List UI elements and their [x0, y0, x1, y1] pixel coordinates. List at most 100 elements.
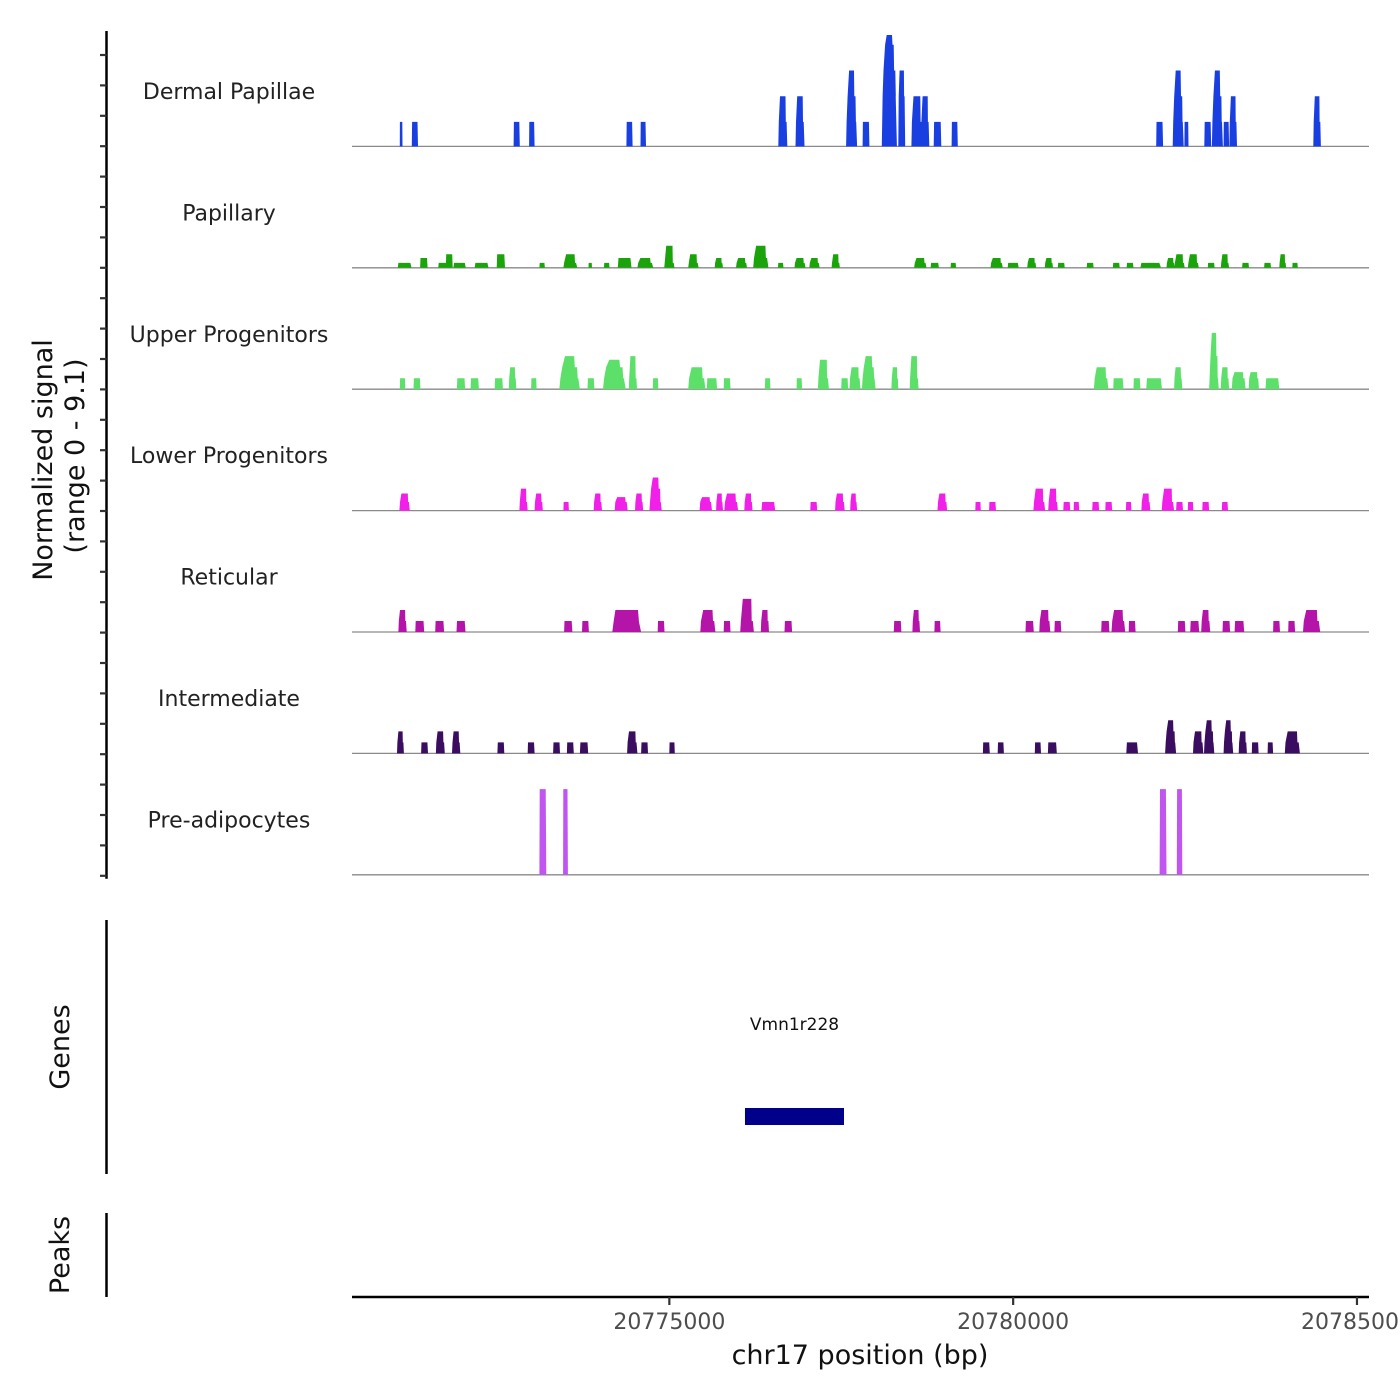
signal-peak: [669, 742, 675, 754]
track-label: Pre-adipocytes: [148, 808, 311, 833]
signal-peak: [849, 367, 861, 390]
track-reticular: [352, 598, 1369, 633]
signal-peak: [564, 621, 573, 632]
signal-peak: [411, 121, 418, 147]
signal-peak: [539, 262, 545, 268]
signal-peak: [420, 258, 428, 268]
x-tick-label: 20785000: [1301, 1310, 1400, 1335]
signal-peak: [1113, 378, 1124, 390]
signal-peak: [700, 610, 716, 632]
signal-peak: [614, 497, 628, 511]
signal-peak: [553, 742, 560, 754]
signal-peak: [1166, 258, 1175, 268]
gene-label: Vmn1r228: [750, 1015, 839, 1035]
signal-peak: [1133, 378, 1141, 390]
signal-peak: [508, 367, 517, 390]
signal-peak: [831, 254, 840, 268]
signal-peak: [1193, 731, 1204, 754]
x-tick-label: 20780000: [957, 1310, 1069, 1335]
signal-peak: [1242, 262, 1249, 268]
signal-peak: [1063, 502, 1071, 511]
signal-peak: [723, 378, 731, 390]
track-labels: Dermal Papillae Papillary Upper Progenitor…: [130, 80, 329, 833]
gene-strand-arrow-icon: [745, 1113, 750, 1120]
signal-peak: [1251, 742, 1259, 754]
signal-peak: [1092, 502, 1100, 511]
signal-peak: [513, 121, 520, 147]
signal-peak: [975, 502, 981, 511]
signal-peak: [841, 378, 849, 390]
signal-peak: [1231, 372, 1246, 390]
signal-peak: [1273, 621, 1280, 632]
signal-peak: [1174, 367, 1183, 390]
signal-peak: [1292, 262, 1298, 268]
signal-peak: [795, 96, 805, 147]
signal-peak: [1033, 488, 1046, 511]
track-pre-adipocytes: [352, 789, 1369, 876]
x-tick-label: 20775000: [613, 1310, 725, 1335]
signal-peak: [1220, 367, 1230, 390]
signal-peak: [736, 258, 747, 268]
signal-peak: [1086, 262, 1094, 268]
signal-peak: [1288, 621, 1296, 632]
signal-peak: [914, 258, 927, 268]
signal-peak: [921, 96, 930, 147]
signal-peak: [529, 121, 535, 147]
signal-peak: [846, 70, 858, 147]
signal-peak: [456, 378, 466, 390]
signal-peak: [1211, 70, 1223, 147]
signal-peak: [612, 610, 642, 632]
signal-peak: [1204, 720, 1215, 754]
signal-peak: [435, 621, 445, 632]
signal-peak: [640, 121, 646, 147]
signal-peak: [563, 789, 568, 875]
signal-peak: [909, 356, 919, 390]
signal-peak: [1057, 262, 1065, 268]
signal-peak: [1221, 502, 1228, 511]
signal-peak: [1161, 488, 1175, 511]
signal-peak: [438, 262, 447, 268]
track-label: Upper Progenitors: [130, 323, 329, 348]
signal-peak: [740, 598, 754, 632]
signal-peak: [706, 378, 718, 390]
y-axis-title-line2: (range 0 - 9.1): [60, 358, 91, 553]
signal-peak: [1146, 378, 1162, 390]
x-axis-title: chr17 position (bp): [732, 1340, 989, 1371]
signal-peak: [1207, 262, 1215, 268]
signal-peak: [399, 493, 410, 511]
signal-peak: [862, 121, 870, 147]
signal-peak: [930, 262, 939, 268]
signal-peak: [937, 493, 948, 511]
signal-peak: [761, 502, 776, 511]
signal-peak: [628, 356, 637, 390]
signal-peak: [435, 731, 445, 754]
signal-peak: [1223, 720, 1234, 754]
signal-peak: [1039, 610, 1051, 632]
signal-peak: [531, 378, 537, 390]
signal-peak: [1034, 742, 1041, 754]
track-label: Dermal Papillae: [143, 80, 315, 105]
signal-peak: [657, 621, 665, 632]
signal-peak: [1176, 502, 1183, 511]
signal-peak: [627, 731, 638, 754]
signal-peak: [397, 731, 404, 754]
genes-track: Vmn1r228: [744, 1015, 844, 1125]
signal-peak: [1176, 789, 1183, 875]
signal-peak: [810, 502, 818, 511]
signal-peak: [456, 621, 466, 632]
signal-peak: [563, 502, 569, 511]
signal-peak: [835, 493, 845, 511]
signal-peak: [652, 378, 659, 390]
signal-peak: [399, 378, 406, 390]
signal-peak: [563, 254, 578, 268]
signal-peak: [1101, 621, 1110, 632]
signal-peak: [452, 731, 461, 754]
signal-peak: [1201, 610, 1211, 632]
gene-body: [744, 1108, 844, 1125]
signal-peak: [1238, 731, 1247, 754]
signal-peak: [1177, 621, 1186, 632]
signal-peak: [1264, 262, 1271, 268]
signal-peak: [1159, 789, 1167, 875]
signal-peak: [617, 258, 632, 268]
signal-peak: [951, 121, 958, 147]
